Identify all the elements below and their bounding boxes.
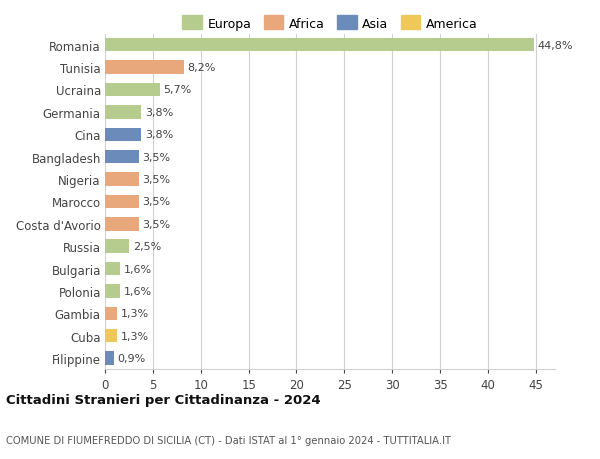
Text: 3,5%: 3,5% [142, 197, 170, 207]
Bar [105, 151, 139, 164]
Text: 3,5%: 3,5% [142, 219, 170, 230]
Text: COMUNE DI FIUMEFREDDO DI SICILIA (CT) - Dati ISTAT al 1° gennaio 2024 - TUTTITAL: COMUNE DI FIUMEFREDDO DI SICILIA (CT) - … [6, 435, 451, 445]
Bar [105, 307, 118, 320]
Text: 44,8%: 44,8% [538, 40, 573, 50]
Bar [105, 218, 139, 231]
Text: 1,3%: 1,3% [121, 308, 149, 319]
Bar [105, 128, 142, 142]
Text: 0,9%: 0,9% [118, 353, 146, 364]
Legend: Europa, Africa, Asia, America: Europa, Africa, Asia, America [178, 12, 482, 36]
Bar [105, 39, 534, 52]
Text: 3,8%: 3,8% [145, 107, 173, 118]
Text: 3,8%: 3,8% [145, 130, 173, 140]
Bar [105, 106, 142, 119]
Text: 8,2%: 8,2% [187, 63, 216, 73]
Text: 1,6%: 1,6% [124, 264, 152, 274]
Bar [105, 262, 121, 276]
Bar [105, 173, 139, 186]
Text: 5,7%: 5,7% [163, 85, 191, 95]
Text: 3,5%: 3,5% [142, 174, 170, 185]
Bar [105, 84, 160, 97]
Text: 1,6%: 1,6% [124, 286, 152, 297]
Bar [105, 195, 139, 209]
Bar [105, 240, 129, 253]
Text: 3,5%: 3,5% [142, 152, 170, 162]
Text: 2,5%: 2,5% [133, 241, 161, 252]
Text: Cittadini Stranieri per Cittadinanza - 2024: Cittadini Stranieri per Cittadinanza - 2… [6, 393, 320, 406]
Bar [105, 352, 113, 365]
Bar [105, 285, 121, 298]
Text: 1,3%: 1,3% [121, 331, 149, 341]
Bar [105, 61, 184, 75]
Bar [105, 329, 118, 343]
